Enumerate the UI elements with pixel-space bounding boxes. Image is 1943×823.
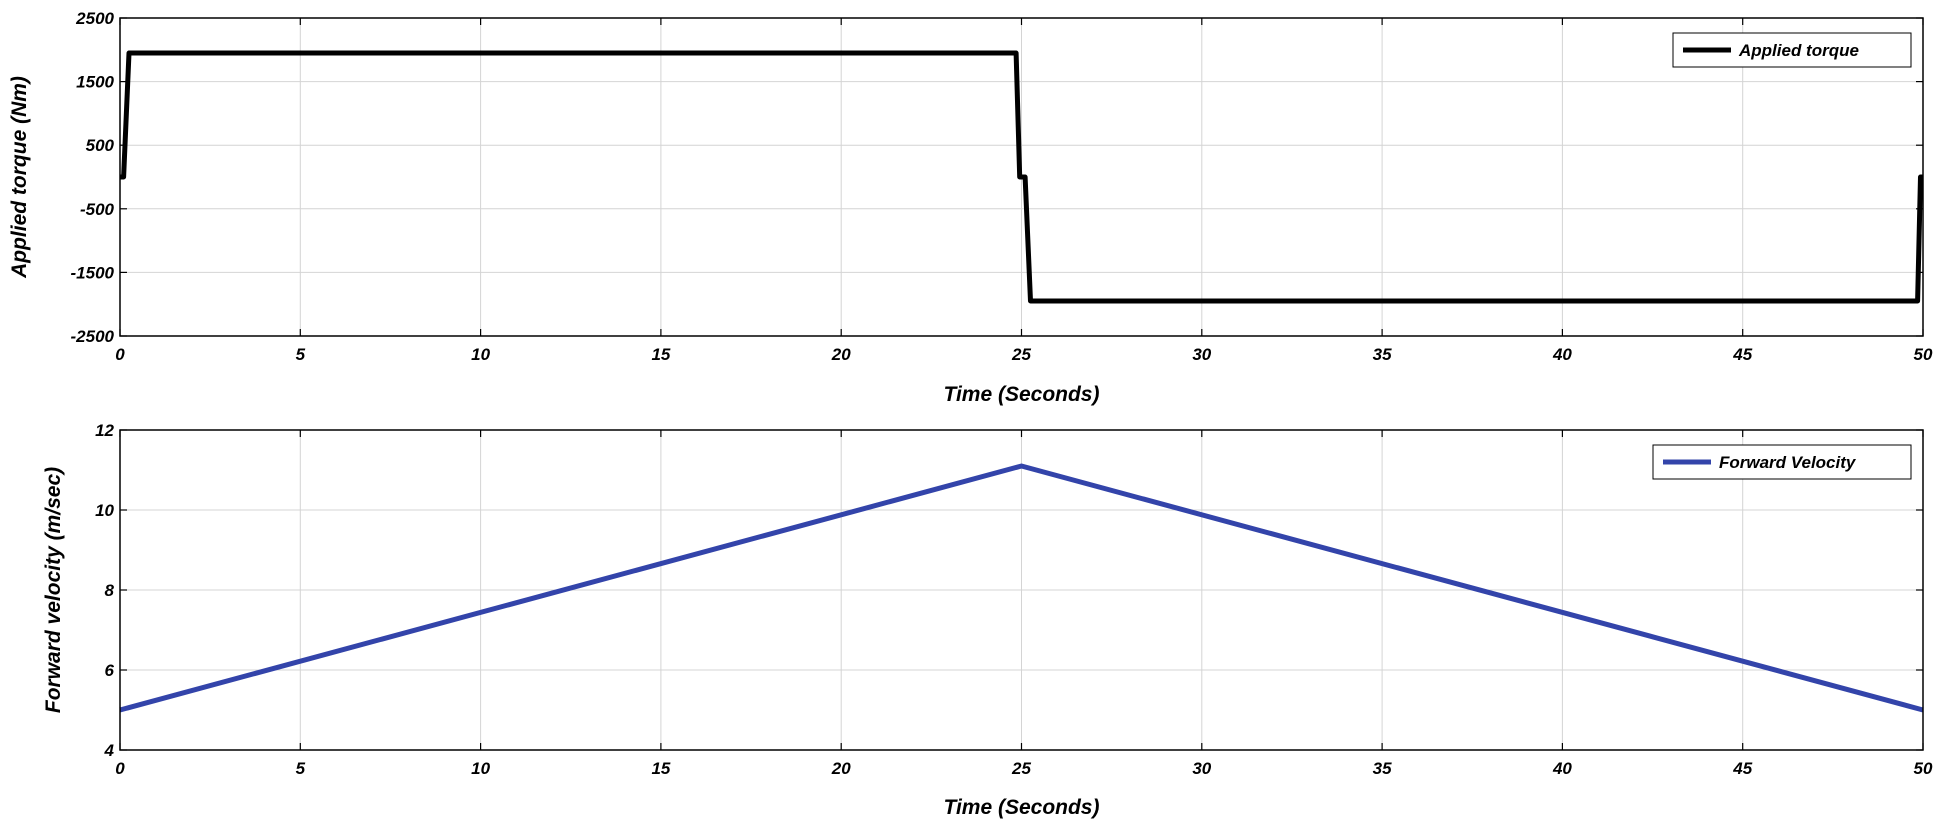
x-tick-label: 15 xyxy=(651,759,670,778)
x-tick-label: 40 xyxy=(1552,759,1572,778)
y-tick-label: 8 xyxy=(105,581,115,600)
x-tick-label: 50 xyxy=(1914,759,1933,778)
x-tick-label: 25 xyxy=(1011,345,1031,364)
y-tick-label: 4 xyxy=(104,741,115,760)
x-axis-label: Time (Seconds) xyxy=(944,796,1100,819)
velocity-chart: 0 5 10 15 20 25 30 35 40 45 50 4 6 8 10 12 Time (Seconds… xyxy=(42,421,1933,819)
x-tick-label: 5 xyxy=(296,345,306,364)
torque-chart: 0 5 10 15 20 25 30 35 40 45 50 -2500 -1500 -500 500 150… xyxy=(8,9,1933,406)
x-tick-label: 30 xyxy=(1192,345,1211,364)
y-tick-label: 500 xyxy=(86,136,115,155)
x-tick-label: 0 xyxy=(115,345,125,364)
y-axis-label: Applied torque (Nm) xyxy=(8,76,31,279)
y-tick-label: -1500 xyxy=(71,263,115,282)
x-tick-label: 10 xyxy=(471,345,490,364)
x-tick-label: 45 xyxy=(1732,345,1752,364)
x-tick-label: 5 xyxy=(296,759,306,778)
x-tick-label: 50 xyxy=(1914,345,1933,364)
x-tick-label: 10 xyxy=(471,759,490,778)
series-line-forward-velocity xyxy=(119,463,1924,713)
x-tick-label: 20 xyxy=(831,345,851,364)
x-tick-label: 0 xyxy=(115,759,125,778)
y-axis-label: Forward velocity (m/sec) xyxy=(42,467,65,713)
x-tick-label: 45 xyxy=(1732,759,1752,778)
legend: Forward Velocity xyxy=(1652,444,1912,480)
x-tick-label: 25 xyxy=(1011,759,1031,778)
legend-label: Applied torque xyxy=(1738,41,1859,60)
y-tick-label: 12 xyxy=(95,421,114,440)
series-line-applied-torque xyxy=(120,50,1923,304)
x-axis-label: Time (Seconds) xyxy=(944,383,1100,406)
legend: Applied torque xyxy=(1672,32,1912,68)
x-tick-label: 40 xyxy=(1552,345,1572,364)
y-tick-label: 2500 xyxy=(75,9,114,28)
x-tick-label: 15 xyxy=(651,345,670,364)
legend-label: Forward Velocity xyxy=(1719,453,1857,472)
y-tick-label: 6 xyxy=(105,661,115,680)
x-tick-label: 35 xyxy=(1373,345,1392,364)
y-tick-label: 10 xyxy=(95,501,114,520)
y-tick-label: -2500 xyxy=(71,327,115,346)
plot-frame xyxy=(119,17,1924,337)
x-tick-label: 30 xyxy=(1192,759,1211,778)
y-tick-label: -500 xyxy=(80,200,115,219)
y-tick-label: 1500 xyxy=(76,73,114,92)
x-tick-label: 35 xyxy=(1373,759,1392,778)
plot-frame xyxy=(119,429,1924,751)
x-tick-label: 20 xyxy=(831,759,851,778)
